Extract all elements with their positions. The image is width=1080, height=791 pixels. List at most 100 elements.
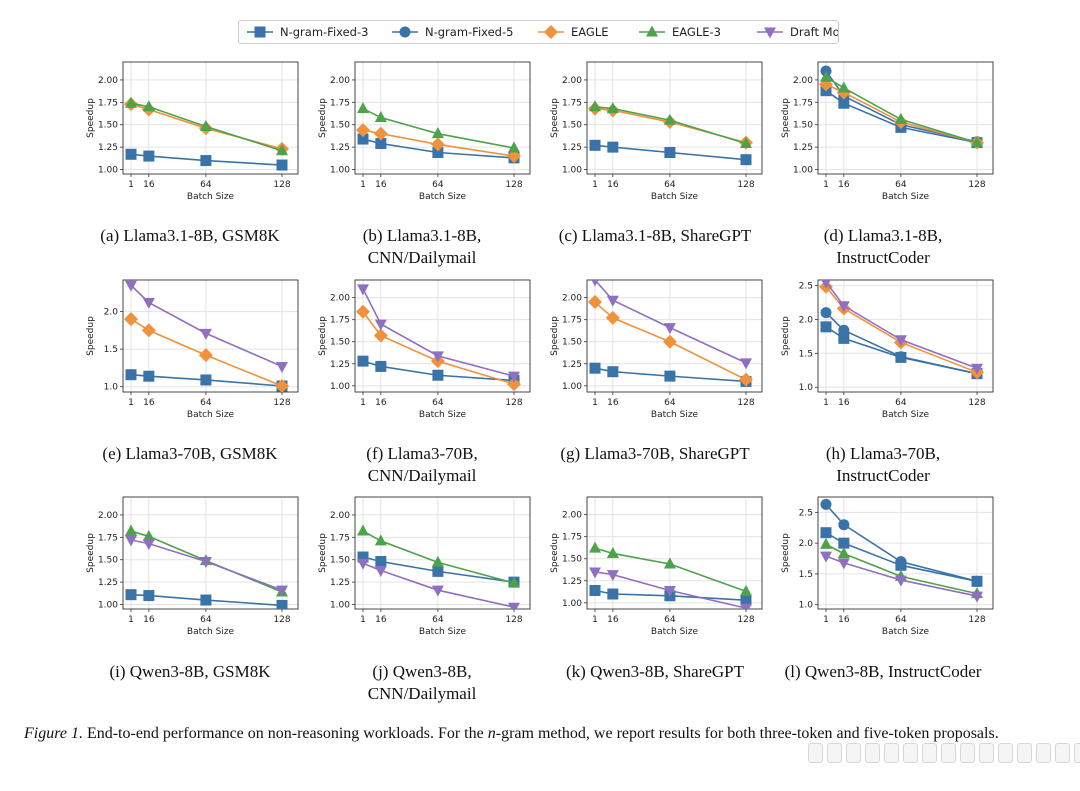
subcaption-line: (h) Llama3-70B, bbox=[825, 444, 941, 463]
data-point bbox=[606, 295, 619, 307]
data-point bbox=[125, 96, 137, 108]
x-tick-label: 16 bbox=[607, 615, 619, 625]
plot-frame bbox=[586, 496, 763, 610]
data-point bbox=[200, 155, 212, 167]
y-tick-label: 1.50 bbox=[98, 121, 118, 131]
subcaption-line: (e) Llama3-70B, GSM8K bbox=[102, 444, 278, 463]
legend-marker bbox=[764, 27, 776, 39]
x-tick-label: 1 bbox=[823, 398, 829, 408]
x-tick-label: 64 bbox=[895, 398, 907, 408]
series-line bbox=[594, 367, 747, 383]
data-point bbox=[357, 558, 369, 570]
data-point bbox=[375, 556, 387, 568]
watermark bbox=[808, 738, 1080, 768]
data-point bbox=[125, 589, 137, 601]
caption-text-before: End-to-end performance on non-reasoning … bbox=[82, 725, 488, 742]
y-tick-label: 1.50 bbox=[793, 121, 813, 131]
y-tick-label: 1.50 bbox=[98, 556, 118, 566]
series-group bbox=[819, 280, 984, 380]
x-axis-label: Batch Size bbox=[187, 627, 235, 637]
series-line bbox=[362, 288, 515, 377]
data-point bbox=[276, 144, 288, 156]
caption-text-after: -gram method, we report results for both… bbox=[495, 725, 999, 742]
y-tick-label: 1.5 bbox=[799, 570, 813, 580]
subcaption-line: InstructCoder bbox=[836, 466, 930, 485]
data-point bbox=[142, 539, 155, 551]
y-axis-label: Speedup bbox=[781, 533, 791, 573]
y-tick-label: 2.00 bbox=[793, 76, 813, 86]
data-point bbox=[894, 575, 907, 587]
data-point bbox=[739, 372, 753, 387]
data-point bbox=[275, 378, 289, 392]
y-tick-label: 2.00 bbox=[562, 511, 582, 521]
x-tick-label: 128 bbox=[273, 615, 290, 625]
x-tick-label: 16 bbox=[838, 615, 850, 625]
series-line bbox=[130, 593, 283, 607]
series-line bbox=[130, 284, 283, 368]
subcaption-line: (l) Qwen3-8B, InstructCoder bbox=[784, 662, 982, 681]
data-point bbox=[820, 551, 832, 563]
x-tick-label: 16 bbox=[838, 398, 850, 408]
data-point bbox=[276, 599, 288, 609]
data-point bbox=[124, 312, 138, 327]
series-line bbox=[825, 286, 978, 374]
x-tick-label: 128 bbox=[737, 180, 754, 190]
data-point bbox=[820, 527, 832, 539]
data-point bbox=[508, 371, 520, 383]
plot-frame bbox=[817, 61, 994, 175]
y-tick-label: 2.0 bbox=[799, 539, 814, 549]
y-axis-label: Speedup bbox=[550, 98, 560, 138]
legend-label: EAGLE bbox=[571, 25, 609, 39]
subcaption-line: (g) Llama3-70B, ShareGPT bbox=[560, 444, 750, 463]
x-tick-label: 64 bbox=[664, 615, 676, 625]
x-tick-label: 128 bbox=[737, 615, 754, 625]
y-axis-label: Speedup bbox=[550, 316, 560, 356]
data-point bbox=[374, 565, 387, 577]
data-point bbox=[605, 310, 620, 325]
x-tick-label: 64 bbox=[200, 180, 212, 190]
series-line bbox=[594, 589, 747, 601]
x-axis-label: Batch Size bbox=[651, 627, 699, 637]
data-point bbox=[589, 541, 601, 553]
data-point bbox=[606, 570, 619, 582]
data-point bbox=[431, 585, 444, 597]
y-tick-label: 1.25 bbox=[98, 143, 118, 153]
y-tick-label: 1.25 bbox=[562, 143, 582, 153]
chart-panel: 1.0 1.5 2.0 2.5 1 16 64 128 Batch Size Speedup bbox=[781, 279, 994, 420]
data-point bbox=[375, 360, 387, 372]
x-tick-label: 128 bbox=[505, 180, 522, 190]
x-tick-label: 16 bbox=[375, 615, 387, 625]
y-tick-label: 1.25 bbox=[330, 143, 350, 153]
x-tick-label: 1 bbox=[592, 398, 598, 408]
y-tick-label: 1.5 bbox=[799, 349, 813, 359]
data-point bbox=[125, 280, 137, 292]
subcaption: (d) Llama3.1-8B, InstructCoder bbox=[773, 225, 993, 269]
x-tick-label: 16 bbox=[607, 180, 619, 190]
data-point bbox=[971, 575, 983, 587]
x-tick-label: 128 bbox=[968, 180, 985, 190]
data-point bbox=[740, 584, 752, 596]
subcaption: (h) Llama3-70B, InstructCoder bbox=[773, 443, 993, 487]
x-tick-label: 16 bbox=[375, 180, 387, 190]
data-point bbox=[894, 335, 907, 347]
subcaption: (a) Llama3.1-8B, GSM8K bbox=[80, 225, 300, 247]
chart-panel: 1.0 1.5 2.0 1 16 64 128 Batch Size Speedup bbox=[86, 279, 299, 420]
y-tick-label: 1.50 bbox=[330, 121, 350, 131]
x-tick-label: 128 bbox=[273, 180, 290, 190]
data-point bbox=[432, 565, 444, 577]
series-line bbox=[594, 547, 747, 593]
x-axis-label: Batch Size bbox=[419, 627, 467, 637]
data-point bbox=[664, 370, 676, 382]
x-axis-label: Batch Size bbox=[882, 410, 930, 420]
series-line bbox=[362, 129, 515, 157]
series-line bbox=[362, 311, 515, 385]
plot-frame bbox=[354, 279, 531, 393]
y-tick-label: 1.50 bbox=[562, 555, 582, 565]
series-line bbox=[130, 318, 283, 387]
data-point bbox=[589, 567, 601, 579]
data-point bbox=[375, 138, 387, 150]
series-line bbox=[362, 138, 515, 159]
legend-entry: EAGLE bbox=[538, 25, 609, 39]
x-tick-label: 64 bbox=[432, 615, 444, 625]
